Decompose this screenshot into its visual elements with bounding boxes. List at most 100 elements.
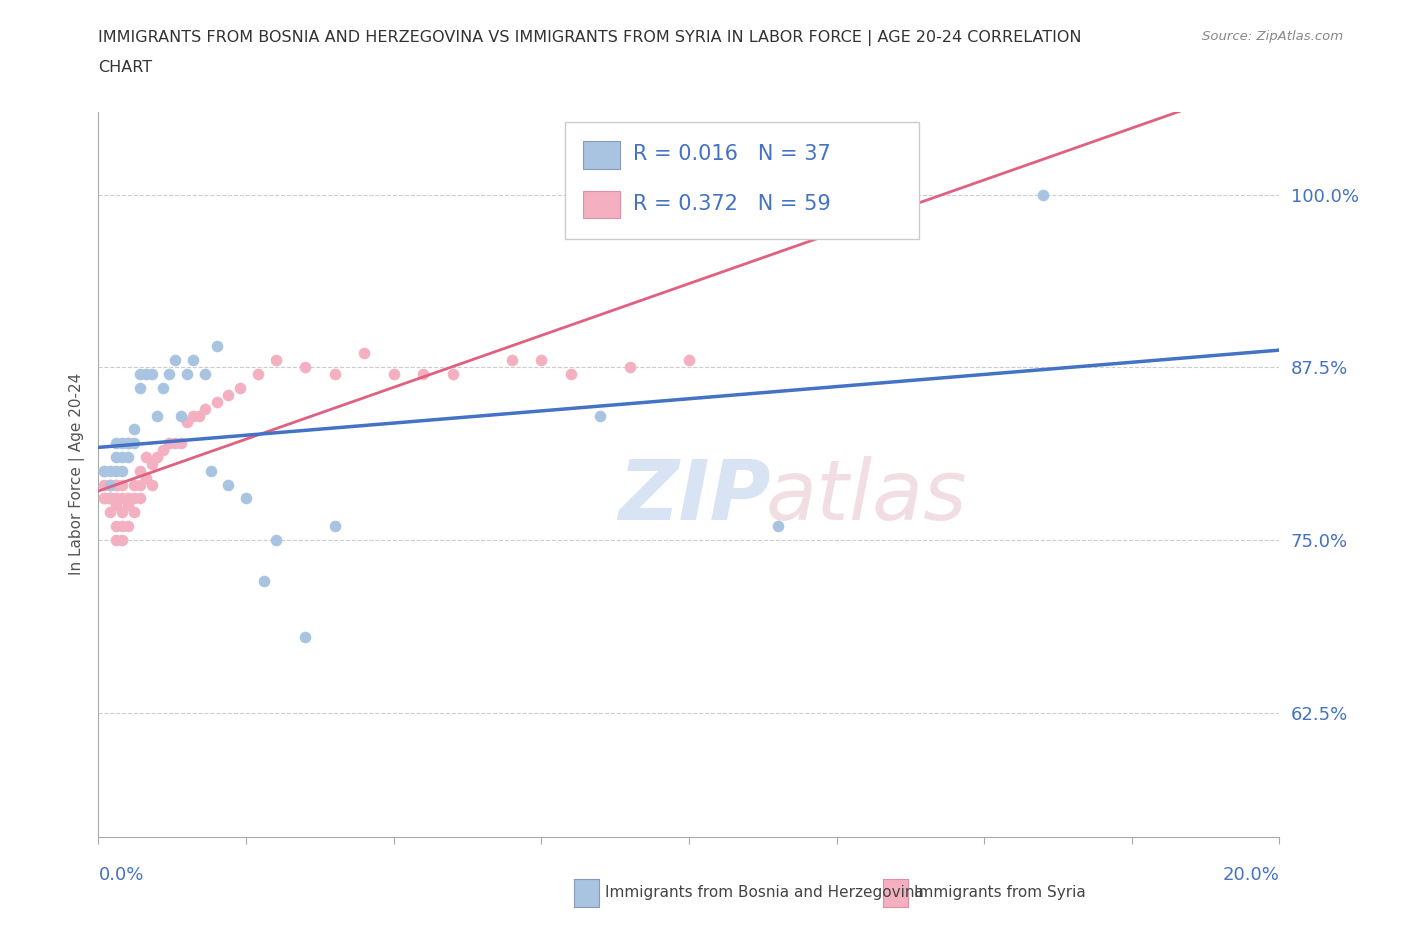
Point	[98, 477, 121, 492]
Text: Source: ZipAtlas.com: Source: ZipAtlas.com	[1202, 30, 1343, 43]
Point	[1032, 187, 1054, 202]
Point	[128, 380, 150, 395]
Point	[766, 519, 789, 534]
Point	[93, 463, 115, 478]
Point	[105, 477, 128, 492]
Point	[253, 574, 276, 589]
Point	[235, 491, 257, 506]
Point	[589, 408, 612, 423]
Point	[117, 491, 139, 506]
Point	[93, 491, 115, 506]
Point	[170, 436, 193, 451]
Point	[105, 533, 128, 548]
Point	[294, 630, 316, 644]
Point	[412, 366, 434, 381]
Point	[111, 449, 134, 464]
Point	[217, 388, 239, 403]
Point	[294, 360, 316, 375]
Point	[117, 436, 139, 451]
Point	[117, 498, 139, 512]
Point	[176, 366, 198, 381]
FancyBboxPatch shape	[565, 123, 920, 239]
Point	[98, 491, 121, 506]
Point	[796, 187, 818, 202]
Point	[264, 533, 287, 548]
Point	[98, 463, 121, 478]
Text: CHART: CHART	[98, 60, 152, 74]
Text: 0.0%: 0.0%	[98, 866, 143, 884]
Point	[205, 394, 228, 409]
Point	[128, 491, 150, 506]
Point	[105, 498, 128, 512]
Point	[194, 401, 217, 416]
Text: Immigrants from Bosnia and Herzegovina: Immigrants from Bosnia and Herzegovina	[605, 885, 924, 900]
Point	[122, 505, 145, 520]
Point	[353, 346, 375, 361]
Point	[141, 457, 163, 472]
Point	[157, 436, 180, 451]
Point	[181, 408, 204, 423]
Point	[200, 463, 222, 478]
Point	[98, 491, 121, 506]
Point	[111, 519, 134, 534]
Point	[141, 477, 163, 492]
Text: IMMIGRANTS FROM BOSNIA AND HERZEGOVINA VS IMMIGRANTS FROM SYRIA IN LABOR FORCE |: IMMIGRANTS FROM BOSNIA AND HERZEGOVINA V…	[98, 30, 1083, 46]
Point	[678, 352, 700, 367]
Point	[170, 408, 193, 423]
Text: R = 0.372   N = 59: R = 0.372 N = 59	[634, 193, 831, 214]
Text: Immigrants from Syria: Immigrants from Syria	[914, 885, 1085, 900]
Point	[135, 366, 157, 381]
FancyBboxPatch shape	[582, 191, 620, 219]
Point	[323, 366, 346, 381]
Point	[111, 463, 134, 478]
Point	[111, 533, 134, 548]
Point	[157, 366, 180, 381]
Point	[264, 352, 287, 367]
Point	[105, 477, 128, 492]
Point	[152, 443, 174, 458]
Point	[205, 339, 228, 354]
Point	[111, 477, 134, 492]
Point	[105, 491, 128, 506]
Point	[117, 436, 139, 451]
Point	[98, 491, 121, 506]
Point	[122, 422, 145, 437]
Text: 20.0%: 20.0%	[1223, 866, 1279, 884]
Point	[105, 519, 128, 534]
Point	[93, 463, 115, 478]
Point	[382, 366, 405, 381]
Text: R = 0.016   N = 37: R = 0.016 N = 37	[634, 144, 831, 165]
Point	[217, 477, 239, 492]
Point	[98, 477, 121, 492]
Point	[165, 436, 187, 451]
Text: ZIP: ZIP	[619, 456, 770, 537]
Point	[530, 352, 553, 367]
Y-axis label: In Labor Force | Age 20-24: In Labor Force | Age 20-24	[69, 373, 84, 576]
Point	[501, 352, 523, 367]
Point	[111, 505, 134, 520]
Point	[93, 477, 115, 492]
Point	[246, 366, 269, 381]
Point	[128, 477, 150, 492]
Point	[152, 380, 174, 395]
Point	[229, 380, 252, 395]
Point	[105, 463, 128, 478]
Text: atlas: atlas	[766, 456, 967, 537]
Point	[105, 449, 128, 464]
Point	[323, 519, 346, 534]
Point	[111, 436, 134, 451]
Point	[441, 366, 464, 381]
Point	[194, 366, 217, 381]
FancyBboxPatch shape	[582, 141, 620, 169]
Point	[619, 360, 641, 375]
Point	[98, 505, 121, 520]
Point	[165, 352, 187, 367]
Point	[176, 415, 198, 430]
Point	[187, 408, 209, 423]
Point	[128, 463, 150, 478]
Point	[93, 491, 115, 506]
Point	[122, 491, 145, 506]
Point	[105, 436, 128, 451]
Point	[122, 477, 145, 492]
Point	[135, 471, 157, 485]
